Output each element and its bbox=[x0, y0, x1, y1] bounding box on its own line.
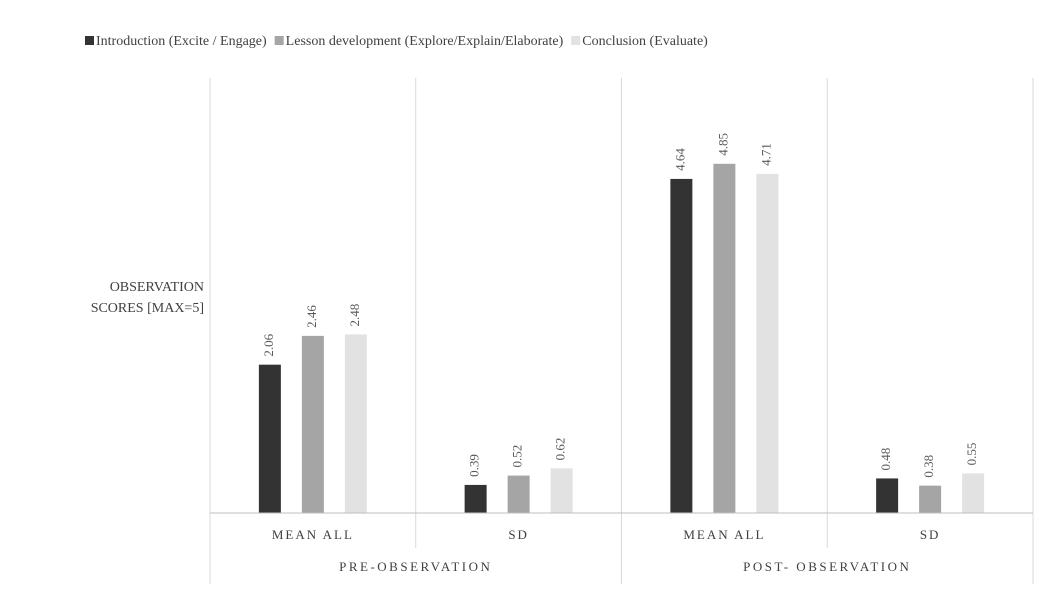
y-axis-label-line-2: SCORES [MAX=5] bbox=[91, 301, 204, 316]
bars bbox=[258, 163, 985, 514]
data-label-pre-observation-sd-series-1: 0.39 bbox=[467, 454, 482, 477]
group-label-2: POST- OBSERVATION bbox=[743, 559, 911, 574]
legend: Introduction (Excite / Engage) Lesson dev… bbox=[85, 34, 708, 49]
legend-label-3: Conclusion (Evaluate) bbox=[582, 34, 708, 49]
legend-label-1: Introduction (Excite / Engage) bbox=[96, 34, 267, 49]
bar-post-observation-mean-all-series-3 bbox=[756, 173, 779, 513]
data-label-post-observation-mean-all-series-2: 4.85 bbox=[715, 133, 730, 156]
bar-pre-observation-sd-series-3 bbox=[550, 468, 573, 513]
bar-post-observation-sd-series-3 bbox=[962, 473, 985, 513]
bar-post-observation-mean-all-series-2 bbox=[713, 163, 736, 514]
bar-post-observation-sd-series-1 bbox=[876, 478, 899, 513]
data-label-post-observation-sd-series-1: 0.48 bbox=[878, 448, 893, 471]
bar-post-observation-mean-all-series-1 bbox=[670, 178, 693, 514]
data-label-post-observation-mean-all-series-3: 4.71 bbox=[758, 143, 773, 166]
legend-swatch-1 bbox=[85, 36, 94, 45]
data-labels: 2.06 2.46 2.48 0.39 0.52 0.62 4.64 4.85 4.71 0.48… bbox=[261, 133, 979, 478]
data-label-post-observation-mean-all-series-1: 4.64 bbox=[672, 148, 687, 171]
tick-label-pre-observation-sd: SD bbox=[508, 527, 529, 542]
tick-label-post-observation-mean-all: MEAN ALL bbox=[683, 527, 765, 542]
category-separators bbox=[209, 78, 1034, 584]
bar-pre-observation-sd-series-2 bbox=[507, 475, 530, 513]
x-axis: MEAN ALL SD PRE-OBSERVATION MEAN ALL SD POST-… bbox=[210, 512, 1033, 574]
tick-label-post-observation-sd: SD bbox=[920, 527, 941, 542]
legend-swatch-2 bbox=[274, 36, 284, 45]
tick-label-pre-observation-mean-all: MEAN ALL bbox=[272, 527, 354, 542]
bar-pre-observation-mean-all-series-2 bbox=[301, 335, 324, 513]
y-axis-label: OBSERVATION SCORES [MAX=5] bbox=[91, 280, 204, 316]
data-label-pre-observation-mean-all-series-1: 2.06 bbox=[261, 333, 276, 356]
data-label-post-observation-sd-series-3: 0.55 bbox=[964, 443, 979, 466]
bar-pre-observation-sd-series-1 bbox=[464, 484, 487, 513]
data-label-post-observation-sd-series-2: 0.38 bbox=[921, 455, 936, 478]
legend-label-2: Lesson development (Explore/Explain/Elab… bbox=[286, 34, 564, 49]
data-label-pre-observation-sd-series-2: 0.52 bbox=[510, 445, 525, 468]
data-label-pre-observation-sd-series-3: 0.62 bbox=[553, 438, 568, 461]
data-label-pre-observation-mean-all-series-3: 2.48 bbox=[347, 304, 362, 327]
bar-post-observation-sd-series-2 bbox=[919, 485, 942, 513]
y-axis-label-line-1: OBSERVATION bbox=[110, 280, 204, 295]
data-label-pre-observation-mean-all-series-2: 2.46 bbox=[304, 305, 319, 328]
bar-pre-observation-mean-all-series-1 bbox=[258, 364, 281, 513]
legend-swatch-3 bbox=[571, 36, 581, 45]
group-label-1: PRE-OBSERVATION bbox=[339, 559, 492, 574]
bar-pre-observation-mean-all-series-3 bbox=[344, 334, 367, 513]
